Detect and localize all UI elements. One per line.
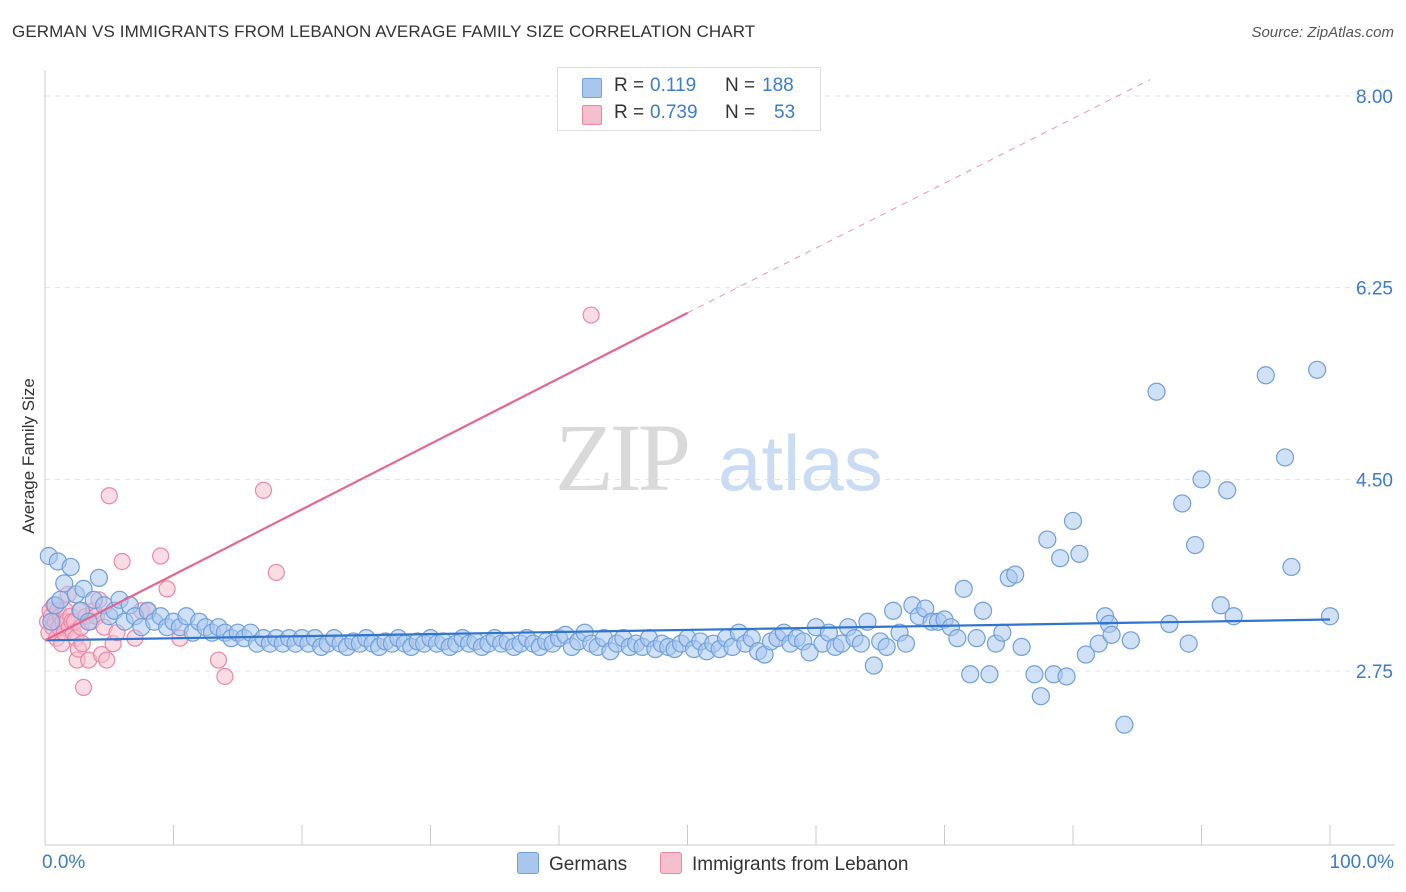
lebanon-point — [267, 563, 285, 582]
german-point — [1115, 715, 1134, 734]
german-point — [1038, 530, 1057, 549]
lebanon-point — [100, 487, 118, 505]
chart-title: GERMAN VS IMMIGRANTS FROM LEBANON AVERAG… — [12, 22, 756, 41]
germans-n-label: N = — [725, 75, 756, 96]
german-point — [980, 665, 999, 684]
lebanon-swatch — [582, 105, 602, 125]
y-tick-labels: 2.75 4.50 6.25 8.00 — [1356, 87, 1393, 683]
axes — [44, 70, 1395, 846]
lebanon-point — [98, 651, 116, 669]
german-point — [961, 665, 980, 684]
german-point — [1089, 634, 1108, 653]
germans-swatch — [582, 78, 602, 98]
germans-r-label: R = — [614, 75, 645, 96]
german-point — [1160, 614, 1179, 634]
german-point — [1006, 565, 1025, 584]
gridlines — [45, 95, 1395, 672]
german-point — [1031, 687, 1050, 706]
german-point — [993, 623, 1012, 642]
german-point — [42, 612, 61, 631]
german-point — [973, 601, 993, 620]
lebanon-point — [582, 306, 600, 324]
german-point — [1070, 544, 1089, 563]
correlation-legend: R = 0.119 N = 188 R = 0.739 N = 53 — [557, 67, 821, 131]
german-point — [1275, 448, 1295, 467]
german-point — [864, 656, 883, 675]
watermark-zip: ZIP — [555, 404, 688, 511]
legend-item-lebanon: Immigrants from Lebanon — [660, 852, 909, 876]
german-point — [896, 634, 916, 653]
x-axis-min-label: 0.0% — [42, 852, 86, 873]
german-point — [967, 629, 986, 648]
german-point — [1057, 667, 1076, 686]
source-label: Source: ZipAtlas.com — [1251, 24, 1394, 41]
german-points — [39, 360, 1340, 734]
german-point — [1218, 481, 1237, 500]
german-point — [1308, 360, 1327, 379]
watermark-atlas: atlas — [718, 419, 883, 507]
german-point — [851, 634, 871, 653]
watermark: ZIP atlas — [555, 404, 883, 511]
german-point — [1121, 631, 1140, 650]
legend-germans-label: Germans — [549, 854, 628, 875]
german-point — [1147, 382, 1166, 401]
german-point — [89, 568, 109, 588]
german-point — [1025, 665, 1044, 684]
german-point — [1185, 535, 1205, 555]
lebanon-point — [113, 552, 131, 571]
y-axis-label: Average Family Size — [19, 378, 38, 534]
germans-trend-line — [44, 618, 1331, 642]
lebanon-point — [254, 481, 273, 499]
german-point — [883, 601, 903, 620]
german-point — [1012, 637, 1031, 657]
german-point — [1256, 366, 1275, 385]
lebanon-point — [152, 547, 170, 565]
lebanon-point — [209, 651, 228, 669]
trend-lines — [44, 79, 1331, 642]
german-point — [1192, 470, 1211, 489]
lebanon-point — [73, 635, 91, 653]
lebanon-r-value: 0.739 — [650, 102, 698, 123]
german-point — [51, 590, 70, 609]
german-point — [1320, 607, 1340, 626]
lebanon-n-value: 53 — [774, 102, 796, 123]
german-point — [1063, 511, 1083, 531]
german-point — [1076, 645, 1095, 664]
legend-lebanon-swatch — [660, 852, 682, 874]
lebanon-point — [216, 667, 234, 686]
german-point — [948, 629, 967, 648]
germans-r-value: 0.119 — [650, 75, 697, 96]
german-point — [1211, 596, 1230, 615]
lebanon-r-label: R = — [614, 102, 645, 123]
legend-item-germans: Germans — [517, 852, 627, 876]
german-point — [61, 557, 80, 577]
legend-germans-swatch — [517, 852, 539, 874]
y-tick-label: 2.75 — [1356, 662, 1393, 683]
german-point — [954, 579, 973, 598]
german-point — [55, 574, 74, 593]
german-point — [877, 637, 896, 657]
german-point — [1282, 557, 1301, 577]
german-point — [1173, 494, 1192, 513]
y-tick-label: 6.25 — [1356, 279, 1393, 300]
german-point — [1102, 625, 1121, 644]
lebanon-n-label: N = — [725, 102, 756, 123]
lebanon-point — [74, 678, 93, 697]
y-tick-label: 8.00 — [1356, 87, 1393, 108]
lebanon-trend-extension — [687, 79, 1151, 314]
lebanon-trend-line — [44, 311, 688, 642]
german-point — [800, 643, 819, 662]
y-tick-label: 4.50 — [1356, 470, 1393, 491]
lebanon-point — [158, 580, 176, 598]
german-point — [1179, 634, 1198, 653]
legend-lebanon-label: Immigrants from Lebanon — [692, 854, 909, 875]
x-axis-max-label: 100.0% — [1329, 852, 1394, 873]
germans-n-value: 188 — [762, 75, 794, 96]
german-point — [1051, 549, 1070, 568]
